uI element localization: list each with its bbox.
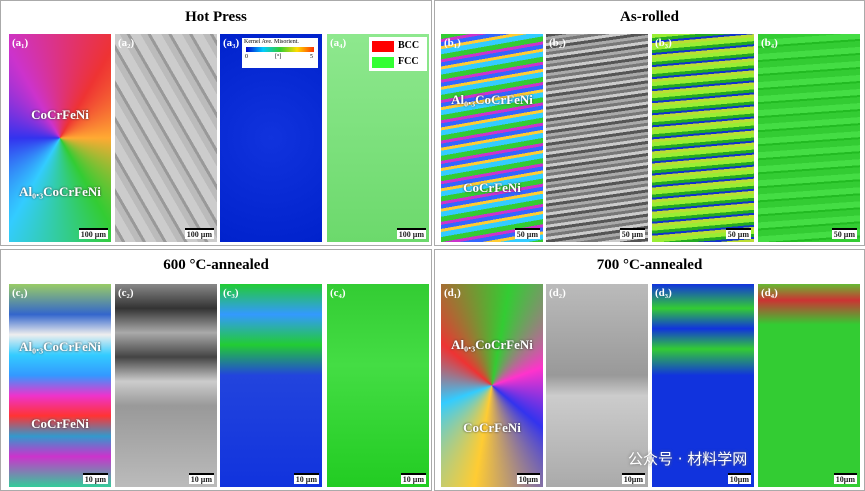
micrograph: (d₁) Al₀.₃CoCrFeNi CoCrFeNi 10μm [441, 284, 543, 487]
panel-label: (a₁) [12, 37, 29, 49]
micrograph: (a₄) 100 μm BCC FCC [327, 34, 429, 242]
alloy-label: CoCrFeNi [463, 179, 521, 195]
alloy-label: Al₀.₃CoCrFeNi [451, 92, 533, 108]
micrograph: (a₂) 100 μm [115, 34, 217, 242]
micrograph: (a₃) Kernel Ave. Misorient. 0 [°] 5 [220, 34, 322, 242]
micrograph: (b₁) Al₀.₃CoCrFeNi CoCrFeNi 50 μm [441, 34, 543, 242]
micrograph: (b₂) 50 μm [546, 34, 648, 242]
panel-label: (b₁) [444, 37, 461, 49]
panel: Hot Press (a₁) CoCrFeNi Al₀.₃CoCrFeNi 100 μm… [0, 0, 432, 246]
scale-bar: 10 μm [188, 473, 214, 484]
panel-label: (c₃) [223, 287, 239, 299]
alloy-label: Al₀.₃CoCrFeNi [19, 338, 101, 354]
panel-label: (b₄) [761, 37, 778, 49]
scale-bar: 10 μm [82, 473, 108, 484]
scale-bar: 10 μm [400, 473, 426, 484]
color-ramp [246, 47, 314, 52]
alloy-label: Al₀.₃CoCrFeNi [19, 183, 101, 199]
micrograph: (d₃) 10μm [652, 284, 754, 487]
phase-name: FCC [398, 56, 419, 67]
kam-legend: Kernel Ave. Misorient. 0 [°] 5 [242, 38, 318, 68]
panel-title: Hot Press [185, 9, 247, 25]
phase-swatch [372, 41, 394, 52]
micrograph: (a₁) CoCrFeNi Al₀.₃CoCrFeNi 100 μm [9, 34, 111, 242]
micrograph: (c₄) 10 μm [327, 284, 429, 487]
watermark: 公众号 · 材料学网 [628, 450, 748, 468]
panel-label: (d₄) [761, 287, 778, 299]
alloy-label: Al₀.₃CoCrFeNi [451, 336, 533, 352]
phase-name: BCC [398, 40, 420, 51]
panel-label: (c₂) [118, 287, 134, 299]
micrograph: (d₄) 10μm [758, 284, 860, 487]
phase-legend: BCC FCC [369, 37, 427, 71]
scale-bar: 10μm [727, 473, 751, 484]
scale-bar: 50 μm [831, 228, 857, 239]
panel-label: (a₄) [330, 37, 347, 49]
alloy-label: CoCrFeNi [31, 106, 89, 122]
micrograph: (b₃) 50 μm [652, 34, 754, 242]
panel-title: 600 °C-annealed [163, 257, 269, 273]
panel-title: As-rolled [620, 9, 679, 25]
alloy-label: CoCrFeNi [31, 415, 89, 431]
legend-min: 0 [245, 54, 248, 60]
legend-max: 5 [310, 54, 313, 60]
panel-label: (a₂) [118, 37, 135, 49]
panel-label: (b₃) [655, 37, 672, 49]
scale-bar: 50 μm [619, 228, 645, 239]
scale-bar: 10μm [621, 473, 645, 484]
scale-bar: 100 μm [396, 228, 426, 239]
scale-bar: 10μm [516, 473, 540, 484]
legend-unit: [°] [275, 54, 282, 60]
panel-label: (d₂) [549, 287, 566, 299]
phase-swatch [372, 57, 394, 68]
micrograph: (b₄) 50 μm [758, 34, 860, 242]
panel: 700 °C-annealed (d₁) Al₀.₃CoCrFeNi CoCrFeNi… [434, 249, 865, 491]
micrograph: (d₂) 10μm [546, 284, 648, 487]
scale-bar: 100 μm [184, 228, 214, 239]
scale-bar: 10 μm [293, 473, 319, 484]
micrograph: (c₂) 10 μm [115, 284, 217, 487]
panel-label: (c₄) [330, 287, 346, 299]
panel-label: (a₃) [223, 37, 240, 49]
panel-label: (d₁) [444, 287, 461, 299]
scale-bar: 100 μm [78, 228, 108, 239]
scale-bar: 50 μm [725, 228, 751, 239]
scale-bar: 50 μm [514, 228, 540, 239]
panel-label: (c₁) [12, 287, 28, 299]
micrograph: (c₃) 10 μm [220, 284, 322, 487]
scale-bar: 10μm [833, 473, 857, 484]
legend-title: Kernel Ave. Misorient. [244, 39, 299, 45]
panel: As-rolled (b₁) Al₀.₃CoCrFeNi CoCrFeNi 50 μm(… [434, 0, 865, 246]
panel-label: (d₃) [655, 287, 672, 299]
panel-title: 700 °C-annealed [596, 257, 703, 273]
panel: 600 °C-annealed (c₁) Al₀.₃CoCrFeNi CoCrFeNi… [0, 249, 432, 491]
panel-label: (b₂) [549, 37, 566, 49]
alloy-label: CoCrFeNi [463, 420, 521, 435]
micrograph: (c₁) Al₀.₃CoCrFeNi CoCrFeNi 10 μm [9, 284, 111, 487]
